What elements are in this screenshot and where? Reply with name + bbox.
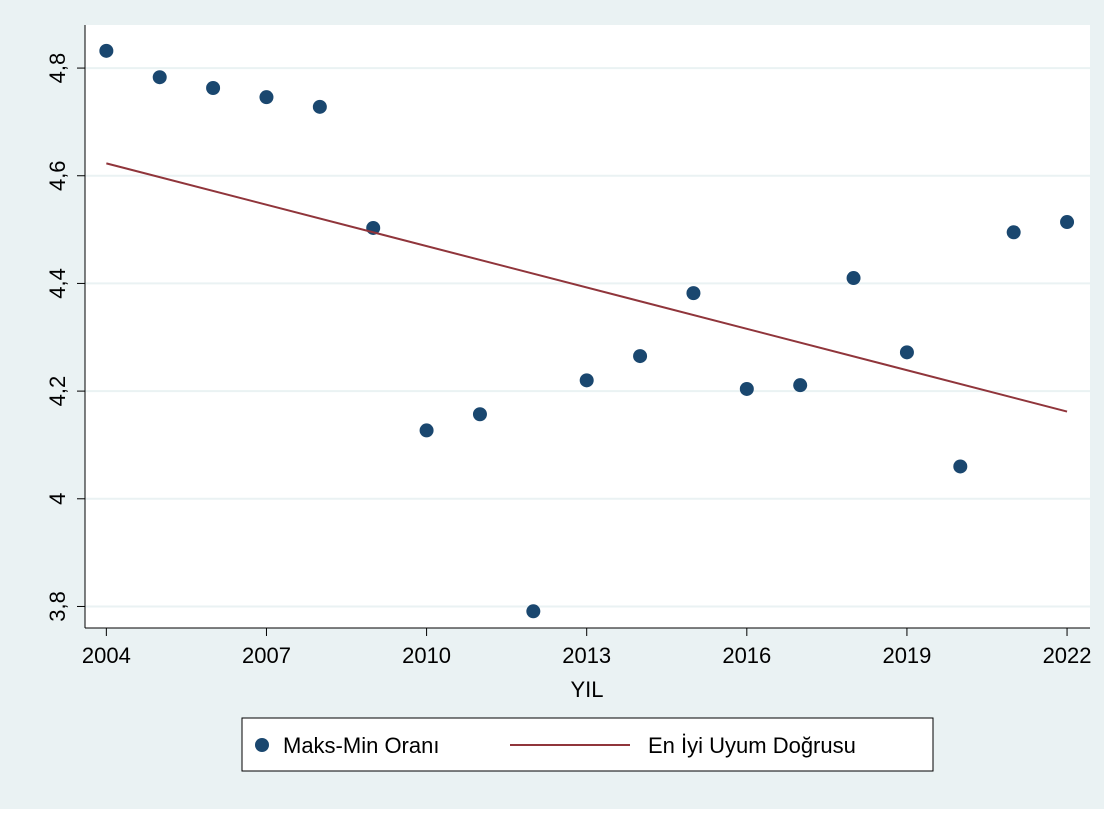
x-tick-label: 2016 [722, 643, 771, 668]
x-tick-label: 2013 [562, 643, 611, 668]
y-tick-label: 4,6 [45, 160, 70, 191]
point [579, 373, 594, 388]
x-axis-label: YIL [570, 677, 603, 702]
point [152, 70, 167, 85]
point [633, 349, 648, 364]
y-tick-label: 4,8 [45, 53, 70, 84]
point [846, 271, 861, 286]
point [312, 99, 327, 114]
point [419, 423, 434, 438]
point [206, 80, 221, 95]
fit-line [106, 162, 1068, 413]
legend-label: En İyi Uyum Doğrusu [648, 733, 856, 758]
point [953, 459, 968, 474]
point [1006, 225, 1021, 240]
point [899, 345, 914, 360]
x-tick-label: 2010 [402, 643, 451, 668]
plot-area [85, 25, 1090, 628]
point [472, 407, 487, 422]
x-tick-label: 2019 [882, 643, 931, 668]
legend-label: Maks-Min Oranı [283, 733, 439, 758]
legend-swatch [255, 738, 269, 752]
point [526, 604, 541, 619]
point [99, 43, 114, 58]
point [686, 286, 701, 301]
y-tick-label: 4,4 [45, 268, 70, 299]
point [259, 90, 274, 105]
x-tick-label: 2022 [1043, 643, 1092, 668]
x-tick-label: 2007 [242, 643, 291, 668]
point [793, 378, 808, 393]
point [739, 381, 754, 396]
x-tick-label: 2004 [82, 643, 131, 668]
y-tick-label: 4,2 [45, 376, 70, 407]
y-tick-label: 4 [45, 493, 70, 505]
y-tick-label: 3,8 [45, 591, 70, 622]
point [1060, 215, 1075, 230]
